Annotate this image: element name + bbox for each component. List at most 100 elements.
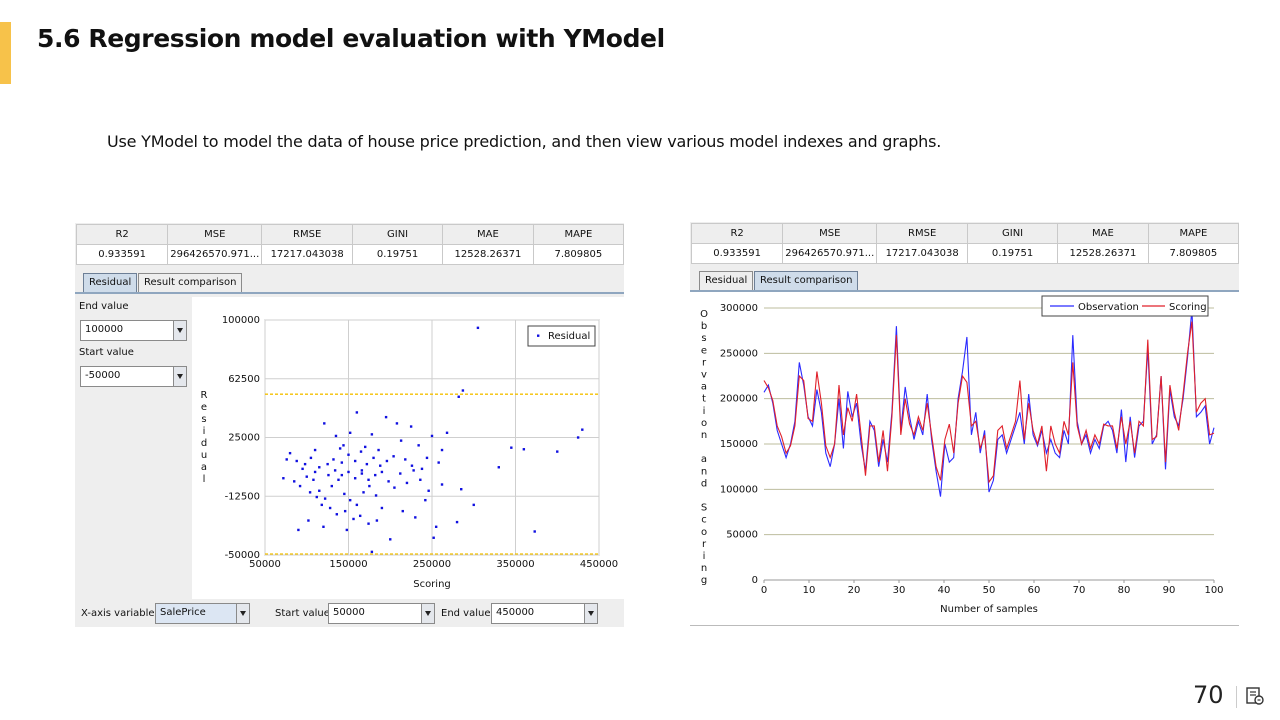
metric-value: 0.933591 [75, 244, 169, 265]
x-axis-variable-label: X-axis variable [81, 608, 155, 619]
residual-point [355, 411, 359, 414]
residual-point [343, 492, 346, 496]
residual-point [293, 480, 296, 483]
residual-panel-tabs: Residual Result comparison [75, 270, 624, 294]
metric-value: 12528.26371 [1057, 243, 1149, 264]
residual-point [335, 513, 339, 516]
metric-value: 0.933591 [690, 243, 784, 264]
residual-point [285, 458, 288, 461]
y-axis-label-char: i [703, 551, 706, 562]
bottom-end-value-combo[interactable]: 450000 [491, 603, 598, 624]
metric-header: GINI [352, 224, 444, 245]
residual-point [323, 422, 326, 425]
residual-point [455, 520, 459, 524]
residual-point [313, 470, 317, 474]
residual-point [313, 448, 317, 452]
y-axis-label-char: a [701, 454, 707, 465]
x-axis-variable-text: SalePrice [160, 607, 206, 618]
residual-point [322, 525, 325, 528]
metric-value: 296426570.971... [782, 243, 878, 264]
residual-point [420, 467, 424, 471]
residual-point [372, 456, 375, 460]
residual-point [380, 506, 384, 510]
y-axis-label-char: e [201, 402, 207, 413]
y-tick-label: 200000 [720, 394, 758, 405]
residual-point [427, 489, 430, 492]
residual-point [576, 436, 580, 439]
tab-residual[interactable]: Residual [83, 273, 138, 293]
metric-value: 7.809805 [532, 244, 625, 265]
y-tick-label: 50000 [726, 530, 758, 541]
residual-point [434, 525, 438, 528]
residual-point [395, 422, 399, 425]
residual-point [327, 473, 330, 477]
y-axis-label-char: n [701, 430, 707, 441]
chevron-down-icon[interactable] [421, 604, 434, 623]
metric-header: RMSE [876, 223, 969, 244]
x-tick-label: 150000 [329, 559, 367, 570]
residual-point [353, 459, 357, 463]
residual-point [295, 459, 298, 463]
y-tick-label: 25000 [228, 433, 260, 444]
start-value-label: Start value [79, 347, 134, 358]
y-axis-label-char: d [201, 438, 207, 449]
x-tick-label: 90 [1163, 585, 1176, 596]
residual-point [370, 550, 374, 554]
x-tick-label: 60 [1028, 585, 1041, 596]
metric-value: 296426570.971... [167, 244, 263, 265]
comparison-line-chart: 0 50000 100000 150000 200000 250000 300000 0 10 2… [700, 295, 1224, 615]
slide-title: 5.6 Regression model evaluation with YMo… [37, 24, 665, 53]
metrics-header-row: R2 MSE RMSE GINI MAE MAPE [690, 223, 1240, 244]
chevron-down-icon[interactable] [173, 321, 186, 340]
chevron-down-icon[interactable] [236, 604, 249, 623]
metric-header: MAE [442, 224, 534, 245]
bottom-start-value-combo[interactable]: 50000 [328, 603, 435, 624]
metric-header: R2 [690, 223, 784, 244]
residual-point [424, 498, 427, 502]
residual-point [337, 478, 340, 481]
y-axis-label-char: t [702, 394, 706, 405]
residual-point [340, 461, 344, 464]
y-tick-label: 62500 [228, 374, 260, 385]
slide-notes-icon[interactable] [1245, 686, 1265, 706]
chevron-down-icon[interactable] [173, 367, 186, 386]
x-tick-label: 10 [803, 585, 816, 596]
residual-point [522, 448, 526, 451]
y-axis-label-char: v [701, 370, 707, 381]
metric-value: 0.19751 [352, 244, 444, 265]
residual-point [437, 461, 440, 464]
metric-header: MAPE [532, 224, 625, 245]
bottom-end-value-label: End value [441, 608, 491, 619]
residual-point [348, 498, 352, 502]
tab-result-comparison[interactable]: Result comparison [754, 271, 859, 291]
x-tick-label: 50000 [249, 559, 281, 570]
residual-point [374, 494, 378, 497]
residual-point [318, 489, 321, 492]
slide-description: Use YModel to model the data of house pr… [107, 132, 942, 151]
residual-point [412, 469, 415, 472]
residual-point [340, 473, 344, 477]
y-tick-label: 300000 [720, 303, 758, 314]
residual-chart-area: -50000 -12500 25000 62500 100000 50000 150000 2… [192, 297, 624, 599]
residual-point [476, 326, 480, 330]
residual-point [365, 462, 369, 466]
chevron-down-icon[interactable] [584, 604, 597, 623]
tab-residual[interactable]: Residual [699, 271, 754, 291]
page-separator [1236, 686, 1237, 708]
x-axis-variable-combo[interactable]: SalePrice [155, 603, 250, 624]
residual-point [404, 458, 407, 461]
residual-point [355, 503, 359, 507]
start-value-combo[interactable]: -50000 [80, 366, 187, 387]
end-value-combo[interactable]: 100000 [80, 320, 187, 341]
tab-result-comparison[interactable]: Result comparison [138, 273, 243, 293]
y-axis-label-char: i [703, 406, 706, 417]
residual-point [347, 470, 350, 474]
residual-point [375, 519, 379, 522]
y-axis-label-char: o [701, 527, 707, 538]
metrics-table: R2 MSE RMSE GINI MAE MAPE 0.933591 29642… [690, 223, 1240, 264]
residual-point [309, 456, 313, 460]
residual-point [385, 459, 389, 463]
y-axis-label-char: i [203, 426, 206, 437]
residual-panel: R2 MSE RMSE GINI MAE MAPE 0.933591 29642… [75, 223, 625, 627]
metric-header: GINI [967, 223, 1059, 244]
